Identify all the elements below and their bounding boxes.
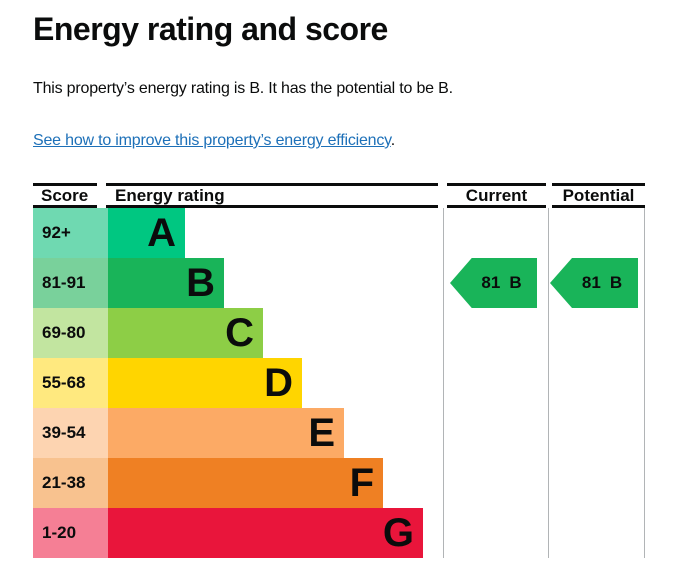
band-row-b: 81-91 B <box>33 258 645 308</box>
band-bar-b: B <box>108 258 224 308</box>
chart-header-row: Score Energy rating Current Potential <box>33 183 645 208</box>
current-band: B <box>509 273 522 292</box>
header-gap <box>97 183 106 208</box>
band-bar-c: C <box>108 308 263 358</box>
link-suffix: . <box>390 132 396 149</box>
score-range-e: 39-54 <box>33 408 108 458</box>
band-bar-f: F <box>108 458 383 508</box>
band-bar-g: G <box>108 508 423 558</box>
rating-summary-text: This property’s energy rating is B. It h… <box>33 80 453 97</box>
epc-page-section: Energy rating and score This property’s … <box>33 11 657 558</box>
band-row-g: 1-20 G <box>33 508 645 558</box>
band-bar-e: E <box>108 408 344 458</box>
column-divider-line <box>548 208 549 558</box>
score-range-c: 69-80 <box>33 308 108 358</box>
score-range-g: 1-20 <box>33 508 108 558</box>
band-row-a: 92+ A <box>33 208 645 258</box>
header-score: Score <box>33 183 97 208</box>
header-potential: Potential <box>552 183 645 208</box>
column-divider-line <box>443 208 444 558</box>
header-gap <box>438 183 447 208</box>
potential-rating-arrow: 81 B <box>550 258 638 308</box>
epc-body: 92+ A 81-91 B 69-80 C 55-68 D 39-54 E 21-38 F 1-20 G … <box>33 208 645 558</box>
score-range-a: 92+ <box>33 208 108 258</box>
page-title: Energy rating and score <box>33 11 388 47</box>
header-energy-rating: Energy rating <box>106 183 438 208</box>
current-score: 81 <box>481 273 501 292</box>
band-row-d: 55-68 D <box>33 358 645 408</box>
header-current: Current <box>447 183 546 208</box>
score-range-b: 81-91 <box>33 258 108 308</box>
band-row-c: 69-80 C <box>33 308 645 358</box>
energy-rating-chart: Score Energy rating Current Potential 92… <box>33 183 645 558</box>
potential-score: 81 <box>581 273 601 292</box>
score-range-f: 21-38 <box>33 458 108 508</box>
band-bar-a: A <box>108 208 185 258</box>
potential-band: B <box>609 273 623 292</box>
score-range-d: 55-68 <box>33 358 108 408</box>
band-row-f: 21-38 F <box>33 458 645 508</box>
column-divider-line <box>644 208 645 558</box>
improve-link-line: See how to improve this property’s energ… <box>33 130 657 152</box>
current-rating-arrow: 81 B <box>450 258 537 308</box>
band-bar-d: D <box>108 358 302 408</box>
improve-efficiency-link[interactable]: See how to improve this property’s energ… <box>33 132 391 149</box>
band-row-e: 39-54 E <box>33 408 645 458</box>
